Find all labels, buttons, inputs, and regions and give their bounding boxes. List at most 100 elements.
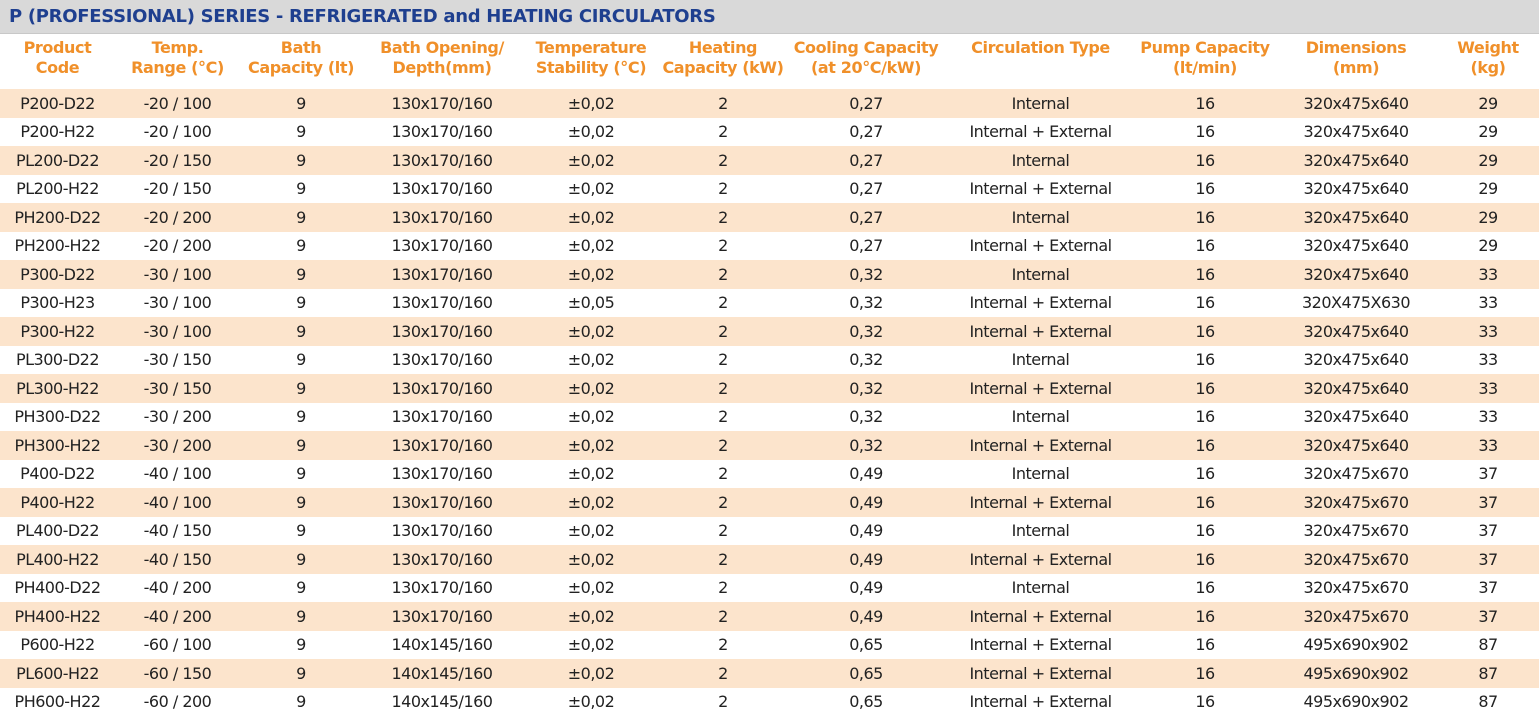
cell-cooling-capacity: 0,27 bbox=[786, 175, 946, 204]
cell-bath-capacity: 9 bbox=[240, 346, 362, 375]
cell-dimensions: 320x475x670 bbox=[1275, 517, 1437, 546]
cell-temperature-stability: ±0,02 bbox=[522, 574, 660, 603]
cell-circulation-type: Internal bbox=[946, 460, 1135, 489]
cell-bath-capacity: 9 bbox=[240, 431, 362, 460]
cell-product-code: PH400-D22 bbox=[0, 574, 115, 603]
cell-temp-range: -30 / 150 bbox=[115, 374, 240, 403]
cell-weight: 33 bbox=[1437, 403, 1539, 432]
cell-pump-capacity: 16 bbox=[1135, 118, 1275, 147]
cell-pump-capacity: 16 bbox=[1135, 631, 1275, 660]
cell-circulation-type: Internal bbox=[946, 89, 1135, 118]
cell-temperature-stability: ±0,02 bbox=[522, 460, 660, 489]
cell-weight: 37 bbox=[1437, 545, 1539, 574]
cell-dimensions: 320X475X630 bbox=[1275, 289, 1437, 318]
cell-temp-range: -40 / 150 bbox=[115, 517, 240, 546]
cell-pump-capacity: 16 bbox=[1135, 574, 1275, 603]
cell-circulation-type: Internal bbox=[946, 574, 1135, 603]
cell-product-code: PL600-H22 bbox=[0, 659, 115, 688]
cell-heating-capacity: 2 bbox=[660, 203, 786, 232]
cell-bath-capacity: 9 bbox=[240, 659, 362, 688]
cell-temperature-stability: ±0,02 bbox=[522, 631, 660, 660]
cell-product-code: PH200-H22 bbox=[0, 232, 115, 261]
cell-heating-capacity: 2 bbox=[660, 602, 786, 631]
cell-heating-capacity: 2 bbox=[660, 488, 786, 517]
cell-cooling-capacity: 0,65 bbox=[786, 631, 946, 660]
cell-product-code: P200-D22 bbox=[0, 89, 115, 118]
cell-dimensions: 320x475x640 bbox=[1275, 431, 1437, 460]
cell-weight: 33 bbox=[1437, 431, 1539, 460]
cell-temp-range: -40 / 100 bbox=[115, 488, 240, 517]
cell-bath-opening-depth: 130x170/160 bbox=[362, 317, 522, 346]
cell-heating-capacity: 2 bbox=[660, 631, 786, 660]
title-bar: P (PROFESSIONAL) SERIES - REFRIGERATED a… bbox=[0, 0, 1539, 34]
cell-temperature-stability: ±0,02 bbox=[522, 374, 660, 403]
cell-weight: 87 bbox=[1437, 631, 1539, 660]
column-header-line1: Heating bbox=[660, 38, 786, 58]
cell-product-code: P300-H23 bbox=[0, 289, 115, 318]
column-header-circulation-type: Circulation Type bbox=[946, 38, 1135, 89]
cell-bath-capacity: 9 bbox=[240, 146, 362, 175]
cell-bath-opening-depth: 130x170/160 bbox=[362, 431, 522, 460]
column-header-line2: (lt/min) bbox=[1135, 58, 1275, 78]
cell-weight: 37 bbox=[1437, 460, 1539, 489]
cell-product-code: PL300-D22 bbox=[0, 346, 115, 375]
cell-product-code: PH300-H22 bbox=[0, 431, 115, 460]
cell-bath-opening-depth: 130x170/160 bbox=[362, 118, 522, 147]
cell-bath-opening-depth: 140x145/160 bbox=[362, 659, 522, 688]
cell-temp-range: -20 / 150 bbox=[115, 175, 240, 204]
cell-temperature-stability: ±0,02 bbox=[522, 517, 660, 546]
cell-temp-range: -60 / 150 bbox=[115, 659, 240, 688]
cell-circulation-type: Internal + External bbox=[946, 688, 1135, 716]
cell-temperature-stability: ±0,02 bbox=[522, 203, 660, 232]
cell-temp-range: -30 / 200 bbox=[115, 403, 240, 432]
cell-weight: 37 bbox=[1437, 602, 1539, 631]
cell-pump-capacity: 16 bbox=[1135, 403, 1275, 432]
cell-temperature-stability: ±0,02 bbox=[522, 602, 660, 631]
cell-pump-capacity: 16 bbox=[1135, 460, 1275, 489]
cell-weight: 29 bbox=[1437, 89, 1539, 118]
cell-heating-capacity: 2 bbox=[660, 460, 786, 489]
cell-dimensions: 320x475x670 bbox=[1275, 460, 1437, 489]
column-header-line2: (at 20°C/kW) bbox=[786, 58, 946, 78]
cell-pump-capacity: 16 bbox=[1135, 602, 1275, 631]
column-header-line1: Cooling Capacity bbox=[786, 38, 946, 58]
cell-weight: 33 bbox=[1437, 374, 1539, 403]
cell-heating-capacity: 2 bbox=[660, 545, 786, 574]
cell-bath-opening-depth: 130x170/160 bbox=[362, 289, 522, 318]
cell-circulation-type: Internal + External bbox=[946, 431, 1135, 460]
cell-dimensions: 320x475x670 bbox=[1275, 602, 1437, 631]
cell-cooling-capacity: 0,65 bbox=[786, 659, 946, 688]
cell-dimensions: 495x690x902 bbox=[1275, 631, 1437, 660]
cell-bath-opening-depth: 140x145/160 bbox=[362, 688, 522, 716]
cell-temp-range: -60 / 200 bbox=[115, 688, 240, 716]
cell-cooling-capacity: 0,27 bbox=[786, 118, 946, 147]
cell-circulation-type: Internal + External bbox=[946, 631, 1135, 660]
cell-bath-opening-depth: 130x170/160 bbox=[362, 146, 522, 175]
cell-cooling-capacity: 0,49 bbox=[786, 574, 946, 603]
cell-circulation-type: Internal + External bbox=[946, 175, 1135, 204]
cell-temp-range: -60 / 100 bbox=[115, 631, 240, 660]
cell-weight: 29 bbox=[1437, 203, 1539, 232]
cell-weight: 33 bbox=[1437, 346, 1539, 375]
cell-bath-capacity: 9 bbox=[240, 260, 362, 289]
cell-heating-capacity: 2 bbox=[660, 317, 786, 346]
cell-temp-range: -30 / 100 bbox=[115, 260, 240, 289]
cell-weight: 29 bbox=[1437, 146, 1539, 175]
cell-circulation-type: Internal + External bbox=[946, 232, 1135, 261]
cell-cooling-capacity: 0,27 bbox=[786, 89, 946, 118]
cell-pump-capacity: 16 bbox=[1135, 89, 1275, 118]
cell-product-code: P400-H22 bbox=[0, 488, 115, 517]
cell-pump-capacity: 16 bbox=[1135, 289, 1275, 318]
column-header-line2: Capacity (kW) bbox=[660, 58, 786, 78]
cell-bath-capacity: 9 bbox=[240, 203, 362, 232]
cell-bath-opening-depth: 130x170/160 bbox=[362, 602, 522, 631]
cell-temp-range: -30 / 100 bbox=[115, 289, 240, 318]
cell-heating-capacity: 2 bbox=[660, 232, 786, 261]
cell-cooling-capacity: 0,49 bbox=[786, 602, 946, 631]
column-header-line2: Code bbox=[0, 58, 115, 78]
cell-pump-capacity: 16 bbox=[1135, 688, 1275, 716]
